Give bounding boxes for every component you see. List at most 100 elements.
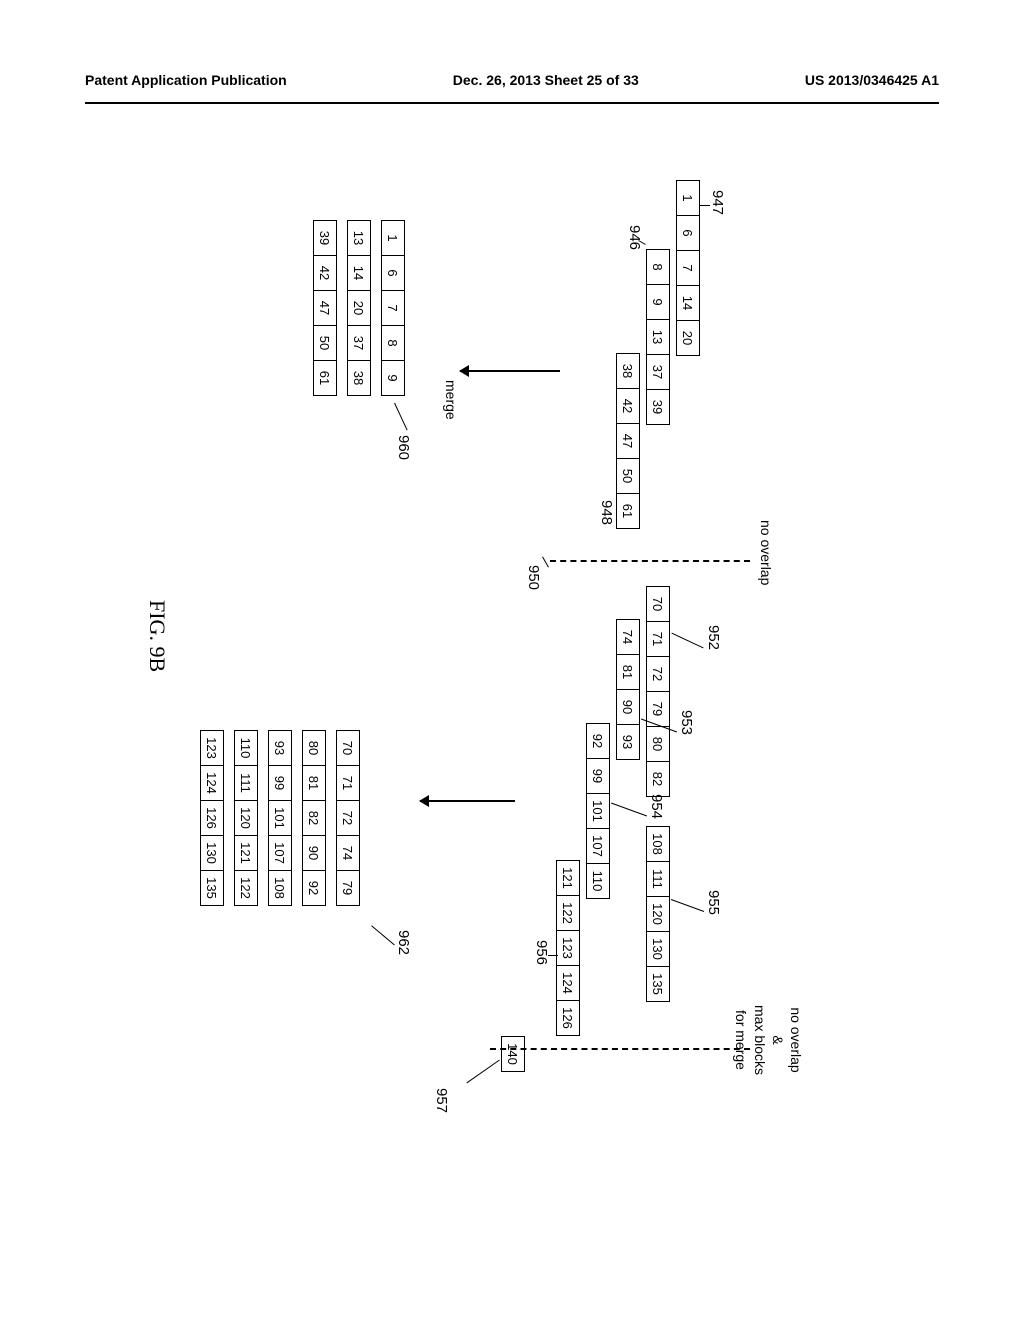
r956-cell: 121 <box>556 860 580 896</box>
group-960-row0-cell: 7 <box>381 290 405 326</box>
header-left: Patent Application Publication <box>85 72 287 88</box>
divider-right <box>490 1048 750 1050</box>
group-962-row1-cell: 90 <box>302 835 326 871</box>
r946-cell: 14 <box>676 285 700 321</box>
group-960-row0-cell: 1 <box>381 220 405 256</box>
r955-cell: 120 <box>646 896 670 932</box>
group-962-row0-cell: 72 <box>336 800 360 836</box>
group-960-row0-cell: 6 <box>381 255 405 291</box>
group-962-row4-cell: 130 <box>200 835 224 871</box>
group-960-row2-cell: 50 <box>313 325 337 361</box>
group-962-row: 7071727479 <box>336 730 360 906</box>
group-962-row3-cell: 122 <box>234 870 258 906</box>
group-962-row4-cell: 123 <box>200 730 224 766</box>
divider-left <box>550 560 750 562</box>
arrow-merge-left <box>460 370 560 372</box>
label-954: 954 <box>648 794 665 819</box>
leader-955 <box>671 899 704 912</box>
r948-cell: 47 <box>616 423 640 459</box>
r948-cell: 38 <box>616 353 640 389</box>
label-947: 947 <box>709 190 726 215</box>
page-header: Patent Application Publication Dec. 26, … <box>85 72 939 104</box>
r954-cell: 110 <box>586 863 610 899</box>
label-948: 948 <box>598 500 615 525</box>
note-merge: merge <box>442 380 460 420</box>
r952-cell: 72 <box>646 656 670 692</box>
r947-cell: 13 <box>646 319 670 355</box>
leader-952 <box>671 633 703 649</box>
group-962-row: 9399101107108 <box>268 730 292 906</box>
group-962-row1-cell: 80 <box>302 730 326 766</box>
row-946: 1671420 <box>676 180 700 356</box>
figure-rotated-container: 1671420 89133739 3842475061 707172798082… <box>0 340 920 980</box>
r955-cell: 108 <box>646 826 670 862</box>
label-962: 962 <box>395 930 412 955</box>
group-960-row: 1314203738 <box>347 220 371 396</box>
group-960-row1-cell: 37 <box>347 325 371 361</box>
r954-cell: 101 <box>586 793 610 829</box>
group-960-row1-cell: 38 <box>347 360 371 396</box>
r957-cell: 140 <box>501 1036 525 1072</box>
r955-cell: 130 <box>646 931 670 967</box>
leader-956 <box>548 955 558 956</box>
r954-cell: 92 <box>586 723 610 759</box>
r954-cell: 99 <box>586 758 610 794</box>
r947-cell: 37 <box>646 354 670 390</box>
note-no-overlap-right: no overlap & max blocks for merge <box>732 1005 805 1075</box>
group-960-row2-cell: 42 <box>313 255 337 291</box>
r953-cell: 93 <box>616 724 640 760</box>
r952-cell: 80 <box>646 726 670 762</box>
group-962-row0-cell: 74 <box>336 835 360 871</box>
r953-cell: 90 <box>616 689 640 725</box>
r952-cell: 71 <box>646 621 670 657</box>
r946-cell: 20 <box>676 320 700 356</box>
group-962-row: 8081829092 <box>302 730 326 906</box>
r948-cell: 42 <box>616 388 640 424</box>
leader-950 <box>542 557 549 568</box>
r953-cell: 74 <box>616 619 640 655</box>
group-962-row3-cell: 110 <box>234 730 258 766</box>
row-947: 89133739 <box>646 249 670 425</box>
group-962-row3-cell: 120 <box>234 800 258 836</box>
r956-cell: 122 <box>556 895 580 931</box>
r947-cell: 8 <box>646 249 670 285</box>
label-953: 953 <box>678 710 695 735</box>
group-962-row3-cell: 121 <box>234 835 258 871</box>
group-962: 7071727479808182909293991011071081101111… <box>190 730 360 906</box>
label-955: 955 <box>705 890 722 915</box>
r948-cell: 61 <box>616 493 640 529</box>
page: Patent Application Publication Dec. 26, … <box>0 0 1024 1320</box>
header-right: US 2013/0346425 A1 <box>805 72 939 88</box>
group-962-row1-cell: 92 <box>302 870 326 906</box>
group-962-row0-cell: 70 <box>336 730 360 766</box>
group-962-row4-cell: 135 <box>200 870 224 906</box>
group-962-row2-cell: 101 <box>268 800 292 836</box>
leader-947 <box>700 205 710 206</box>
leader-962 <box>371 925 395 945</box>
row-957: 140 <box>501 1036 525 1072</box>
group-960-row0-cell: 8 <box>381 325 405 361</box>
r955-cell: 135 <box>646 966 670 1002</box>
group-962-row0-cell: 79 <box>336 870 360 906</box>
r956-cell: 126 <box>556 1000 580 1036</box>
group-962-row4-cell: 124 <box>200 765 224 801</box>
group-962-row2-cell: 99 <box>268 765 292 801</box>
group-962-row2-cell: 107 <box>268 835 292 871</box>
group-960-row2-cell: 47 <box>313 290 337 326</box>
label-956: 956 <box>533 940 550 965</box>
group-962-row1-cell: 82 <box>302 800 326 836</box>
r953-cell: 81 <box>616 654 640 690</box>
header-center: Dec. 26, 2013 Sheet 25 of 33 <box>453 72 639 88</box>
r956-cell: 123 <box>556 930 580 966</box>
arrow-merge-right <box>420 800 515 802</box>
row-952: 707172798082 <box>646 586 670 797</box>
leader-957 <box>466 1060 499 1084</box>
group-962-row1-cell: 81 <box>302 765 326 801</box>
label-960: 960 <box>395 435 412 460</box>
group-960: 1678913142037383942475061 <box>303 220 405 396</box>
leader-954 <box>611 803 647 817</box>
group-962-row: 123124126130135 <box>200 730 224 906</box>
note-no-overlap-left: no overlap <box>757 520 775 585</box>
group-960-row1-cell: 13 <box>347 220 371 256</box>
group-960-row1-cell: 20 <box>347 290 371 326</box>
